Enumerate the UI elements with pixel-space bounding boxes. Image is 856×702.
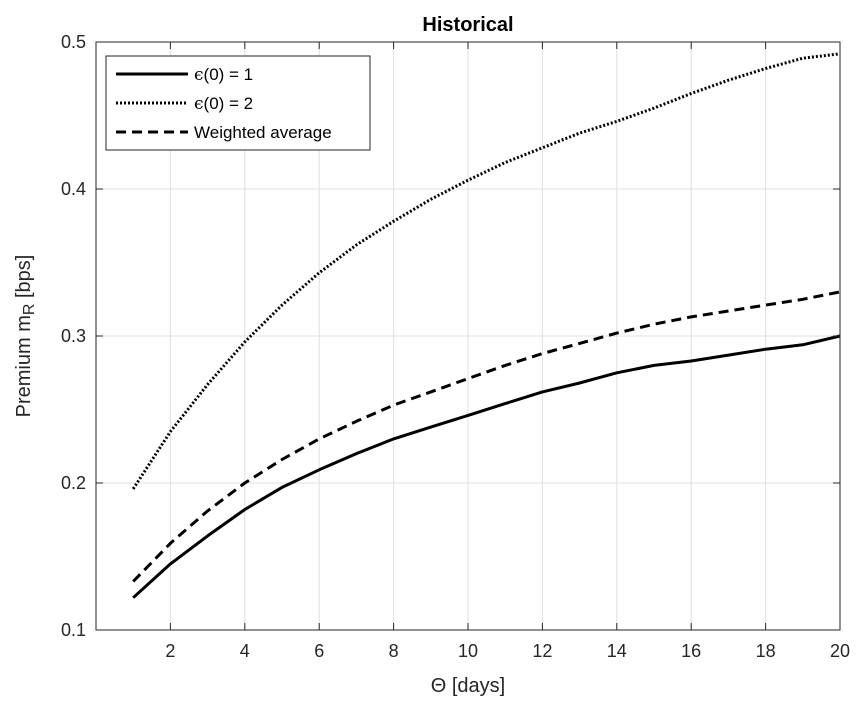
legend-text-1: (0) = 1 bbox=[204, 65, 254, 84]
x-axis-label: Θ [days] bbox=[431, 675, 505, 697]
y-axis-label-main: Premium m bbox=[13, 315, 35, 417]
y-tick-label: 0.4 bbox=[61, 179, 86, 199]
x-tick-label: 18 bbox=[756, 641, 776, 661]
series-line-1 bbox=[132, 334, 841, 599]
legend-label-series-3: Weighted average bbox=[194, 123, 332, 142]
series-group bbox=[131, 52, 841, 599]
legend-label-series-1: ϵ(0) = 1 bbox=[194, 65, 253, 85]
legend-text-2: (0) = 2 bbox=[204, 94, 254, 113]
chart-title: Historical bbox=[422, 14, 513, 36]
y-tick-label: 0.1 bbox=[61, 620, 86, 640]
y-axis-label-subscript: R bbox=[21, 304, 38, 316]
y-tick-labels: 0.1 0.2 0.3 0.4 0.5 bbox=[61, 32, 86, 640]
legend-label-series-2: ϵ(0) = 2 bbox=[194, 94, 253, 114]
x-tick-label: 20 bbox=[830, 641, 850, 661]
y-tick-label: 0.2 bbox=[61, 473, 86, 493]
y-axis-label-unit: [bps] bbox=[13, 255, 35, 304]
legend: ϵ(0) = 1 ϵ(0) = 2 Weighted average bbox=[105, 55, 371, 151]
x-tick-label: 10 bbox=[458, 641, 478, 661]
x-tick-label: 16 bbox=[681, 641, 701, 661]
x-tick-label: 8 bbox=[389, 641, 399, 661]
y-tick-label: 0.5 bbox=[61, 32, 86, 52]
x-tick-label: 4 bbox=[240, 641, 250, 661]
y-axis-label: Premium mR [bps] bbox=[13, 255, 38, 418]
legend-epsilon-1: ϵ bbox=[194, 65, 204, 85]
ticks bbox=[96, 41, 841, 631]
series-line-2 bbox=[131, 52, 841, 490]
x-tick-label: 2 bbox=[165, 641, 175, 661]
x-tick-labels: 2 4 6 8 10 12 14 16 18 20 bbox=[165, 641, 850, 661]
x-tick-label: 12 bbox=[532, 641, 552, 661]
x-tick-label: 14 bbox=[607, 641, 627, 661]
series-line-3 bbox=[132, 290, 841, 583]
legend-epsilon-2: ϵ bbox=[194, 94, 204, 114]
y-tick-label: 0.3 bbox=[61, 326, 86, 346]
x-tick-label: 6 bbox=[314, 641, 324, 661]
